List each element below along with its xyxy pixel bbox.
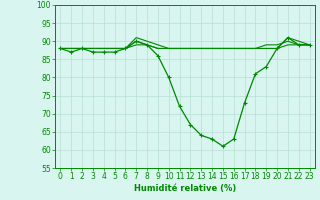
X-axis label: Humidité relative (%): Humidité relative (%) [134,184,236,193]
